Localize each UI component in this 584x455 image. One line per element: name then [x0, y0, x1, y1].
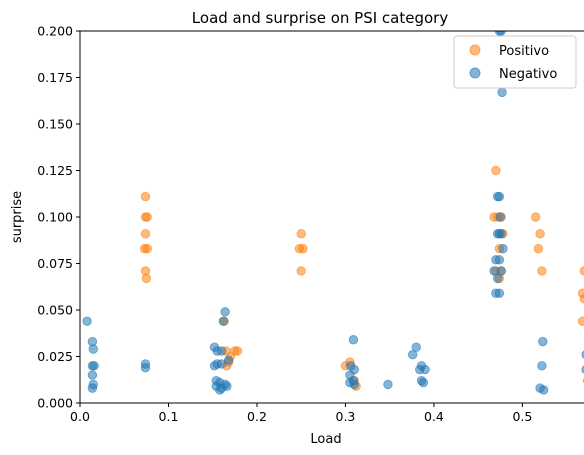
- point-negativo: [538, 336, 548, 347]
- point-negativo: [220, 307, 230, 317]
- legend-box: [453, 35, 577, 89]
- point-positivo: [140, 229, 151, 239]
- point-positivo: [579, 266, 584, 276]
- legend-label-positivo: Positivo: [499, 44, 549, 59]
- point-negativo: [497, 87, 507, 98]
- point-negativo: [496, 266, 506, 276]
- point-negativo: [496, 229, 506, 239]
- point-positivo: [140, 191, 151, 202]
- plot-area: [82, 31, 584, 395]
- y-tick-label: 0.025: [37, 349, 73, 364]
- point-positivo: [142, 212, 152, 222]
- point-negativo: [218, 316, 229, 326]
- point-positivo: [577, 316, 584, 326]
- chart-title: Load and surprise on PSI category: [192, 9, 449, 27]
- point-negativo: [215, 385, 225, 395]
- legend-label-negativo: Negativo: [499, 67, 557, 82]
- y-tick-label: 0.100: [37, 210, 73, 225]
- point-positivo: [141, 273, 152, 284]
- point-negativo: [537, 361, 547, 371]
- y-tick-label: 0.150: [37, 117, 73, 132]
- point-negativo: [581, 350, 584, 359]
- point-negativo: [216, 359, 227, 369]
- x-tick-label: 0.4: [424, 409, 444, 424]
- y-axis: 0.000 0.025 0.050 0.075 0.100 0.125 0.150 0.175…: [37, 24, 80, 411]
- series-positivo: [139, 165, 584, 391]
- x-axis-label: Load: [310, 432, 341, 447]
- point-positivo: [531, 212, 541, 222]
- x-tick-label: 0.0: [70, 409, 90, 424]
- x-axis: 0.00.10.20.30.40.50.6: [70, 403, 532, 424]
- point-negativo: [383, 379, 393, 390]
- point-negativo: [494, 255, 505, 265]
- point-negativo: [349, 379, 360, 390]
- legend-marker-positivo: [469, 44, 481, 56]
- point-negativo: [494, 288, 505, 298]
- point-negativo: [82, 316, 92, 326]
- x-tick-label: 0.5: [512, 409, 532, 424]
- point-positivo: [537, 266, 547, 276]
- x-tick-label: 0.3: [336, 409, 356, 424]
- x-tick-label: 0.2: [247, 409, 267, 424]
- point-positivo: [296, 229, 306, 239]
- series-negativo: [82, 31, 584, 395]
- point-negativo: [498, 243, 508, 254]
- y-tick-label: 0.175: [37, 70, 73, 85]
- point-negativo: [140, 362, 151, 373]
- point-negativo: [581, 365, 584, 374]
- point-positivo: [232, 346, 243, 356]
- y-tick-label: 0.050: [37, 303, 73, 318]
- y-tick-label: 0.075: [37, 256, 73, 271]
- point-positivo: [533, 243, 544, 254]
- point-positivo: [296, 266, 306, 276]
- point-negativo: [88, 344, 98, 354]
- legend: Positivo Negativo: [453, 35, 577, 89]
- point-positivo: [142, 243, 152, 254]
- y-tick-label: 0.200: [37, 24, 73, 39]
- point-positivo: [579, 294, 584, 304]
- x-tick-label: 0.1: [159, 409, 179, 424]
- point-negativo: [492, 273, 503, 284]
- point-negativo: [87, 370, 98, 380]
- point-negativo: [87, 383, 98, 393]
- legend-marker-negativo: [469, 67, 481, 79]
- y-axis-label: surprise: [10, 191, 25, 243]
- point-negativo: [408, 349, 418, 360]
- point-negativo: [538, 385, 549, 395]
- point-negativo: [415, 364, 425, 375]
- point-positivo: [535, 229, 545, 239]
- point-negativo: [348, 335, 359, 345]
- point-negativo: [418, 377, 429, 388]
- point-negativo: [89, 361, 99, 371]
- point-positivo: [491, 165, 501, 176]
- y-tick-label: 0.000: [37, 396, 73, 411]
- point-negativo: [411, 342, 421, 352]
- point-positivo: [298, 243, 308, 254]
- point-negativo: [216, 346, 227, 356]
- y-tick-label: 0.125: [37, 163, 73, 178]
- point-negativo: [495, 212, 506, 222]
- point-negativo: [494, 191, 505, 202]
